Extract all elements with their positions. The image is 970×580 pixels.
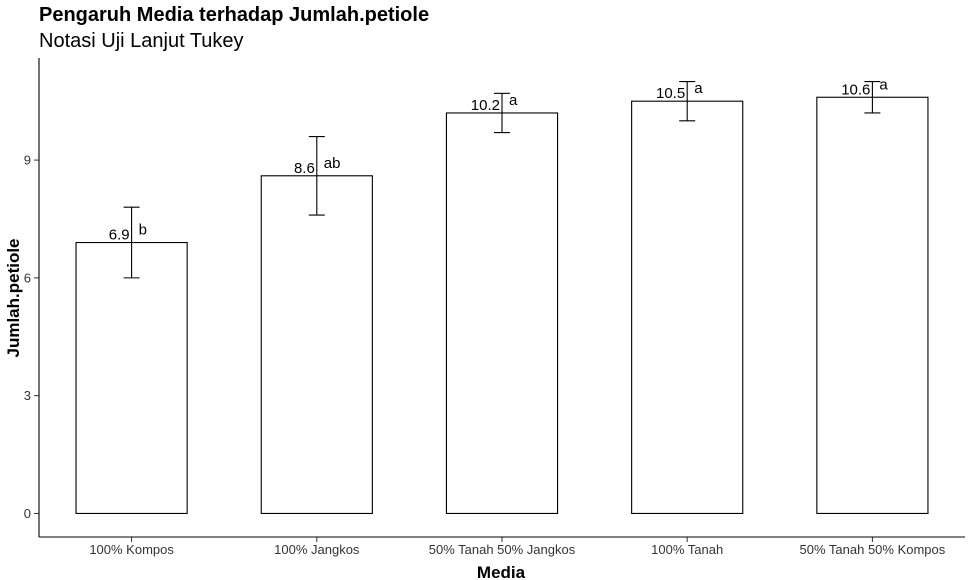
chart-subtitle: Notasi Uji Lanjut Tukey	[39, 30, 244, 52]
significance-letter: a	[879, 76, 888, 93]
y-tick-label: 6	[24, 270, 31, 285]
significance-letter: b	[139, 222, 147, 239]
bar	[75, 241, 188, 514]
significance-letter: ab	[324, 155, 341, 172]
data-label: 10.6	[841, 81, 870, 98]
x-tick-label: 50% Tanah 50% Jangkos	[429, 542, 576, 557]
data-label: 6.9	[109, 227, 130, 244]
data-label: 10.2	[471, 97, 500, 114]
data-label: 8.6	[294, 160, 315, 177]
significance-letter: a	[509, 92, 518, 109]
x-tick-label: 100% Tanah	[651, 542, 723, 557]
significance-letter: a	[694, 80, 703, 97]
chart-title: Pengaruh Media terhadap Jumlah.petiole	[39, 4, 430, 26]
x-tick-label: 100% Jangkos	[274, 542, 360, 557]
bar	[445, 112, 559, 514]
y-tick-label: 3	[24, 388, 31, 403]
y-axis-title: Jumlah.petiole	[4, 238, 23, 357]
bars-layer: 6.9 b 8.6 ab 10.2 a 10.5 a 10.6 a	[75, 76, 929, 514]
x-axis-title: Media	[477, 563, 526, 580]
x-tick-label: 100% Kompos	[89, 542, 174, 557]
axes-layer: 100% Kompos 100% Jangkos 50% Tanah 50% Jan…	[24, 58, 965, 557]
data-label: 10.5	[656, 85, 685, 102]
y-tick-label: 0	[24, 506, 31, 521]
bar	[631, 100, 744, 514]
bar	[816, 96, 929, 514]
x-tick-label: 50% Tanah 50% Kompos	[800, 542, 946, 557]
y-tick-label: 9	[24, 153, 31, 168]
bar	[260, 175, 373, 514]
